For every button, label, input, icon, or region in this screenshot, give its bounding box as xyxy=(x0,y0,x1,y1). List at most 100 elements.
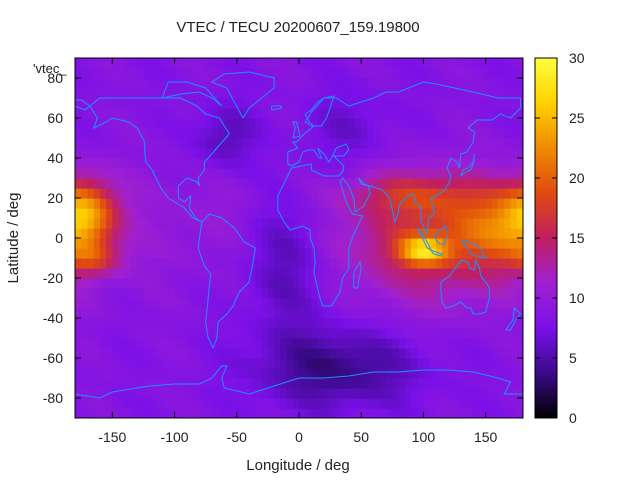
heat-cell xyxy=(243,258,250,269)
heat-cell xyxy=(336,378,344,389)
heat-cell xyxy=(404,238,412,249)
heat-cell xyxy=(367,168,375,179)
heat-cell xyxy=(473,228,481,239)
heat-cell xyxy=(286,388,294,399)
heat-cell xyxy=(292,238,300,249)
heat-cell xyxy=(112,338,120,349)
heat-cell xyxy=(87,208,95,219)
heat-cell xyxy=(155,168,163,179)
heat-cell xyxy=(485,138,493,149)
heat-cell xyxy=(81,68,89,79)
heat-cell xyxy=(442,388,449,399)
heat-cell xyxy=(355,268,362,279)
heat-cell xyxy=(243,158,250,169)
heat-cell xyxy=(112,268,120,279)
heat-cell xyxy=(155,138,163,149)
heat-cell xyxy=(112,398,120,409)
heat-cell xyxy=(361,348,369,359)
heat-cell xyxy=(423,198,431,209)
heat-cell xyxy=(99,318,107,329)
heat-cell xyxy=(249,218,257,229)
heat-cell xyxy=(106,208,113,219)
heat-cell xyxy=(423,388,431,399)
heat-cell xyxy=(373,348,381,359)
heat-cell xyxy=(286,298,294,309)
heat-cell xyxy=(448,118,456,129)
heat-cell xyxy=(236,228,244,239)
heat-cell xyxy=(491,308,499,319)
heat-cell xyxy=(299,378,306,389)
heat-cell xyxy=(411,218,418,229)
heat-cell xyxy=(398,298,406,309)
heat-cell xyxy=(367,318,375,329)
heat-cell xyxy=(75,138,82,149)
heat-cell xyxy=(398,138,406,149)
heat-cell xyxy=(137,378,145,389)
heat-cell xyxy=(386,58,393,69)
heat-cell xyxy=(118,338,126,349)
heat-cell xyxy=(485,408,493,418)
heat-cell xyxy=(155,88,163,99)
heat-cell xyxy=(93,368,101,379)
heat-cell xyxy=(199,328,207,339)
heat-cell xyxy=(93,258,101,269)
heat-cell xyxy=(491,108,499,119)
heat-cell xyxy=(292,168,300,179)
heat-cell xyxy=(267,398,275,409)
heat-cell xyxy=(336,348,344,359)
heat-cell xyxy=(243,78,250,89)
heat-cell xyxy=(485,298,493,309)
heat-cell xyxy=(467,148,474,159)
heat-cell xyxy=(274,378,281,389)
heat-cell xyxy=(243,338,250,349)
heat-cell xyxy=(199,178,207,189)
heat-cell xyxy=(504,118,512,129)
heat-cell xyxy=(299,398,306,409)
heat-cell xyxy=(429,278,437,289)
heat-cell xyxy=(211,178,219,189)
heat-cell xyxy=(504,108,512,119)
heat-cell xyxy=(118,398,126,409)
heat-cell xyxy=(398,408,406,418)
heat-cell xyxy=(211,108,219,119)
heat-cell xyxy=(423,68,431,79)
heat-cell xyxy=(504,198,512,209)
heat-cell xyxy=(330,128,337,139)
heat-cell xyxy=(429,98,437,109)
heat-cell xyxy=(236,88,244,99)
heat-cell xyxy=(99,138,107,149)
heat-cell xyxy=(205,118,213,129)
heat-cell xyxy=(386,258,393,269)
heat-cell xyxy=(143,188,151,199)
heat-cell xyxy=(199,388,207,399)
heat-cell xyxy=(236,288,244,299)
heat-cell xyxy=(75,58,82,69)
heat-cell xyxy=(442,238,449,249)
heat-cell xyxy=(112,378,120,389)
heat-cell xyxy=(473,218,481,229)
heat-cell xyxy=(75,128,82,139)
heat-cell xyxy=(131,68,138,79)
heat-cell xyxy=(323,58,331,69)
heat-cell xyxy=(143,98,151,109)
heat-cell xyxy=(467,358,474,369)
heat-cell xyxy=(199,148,207,159)
heat-cell xyxy=(423,368,431,379)
heat-cell xyxy=(379,158,387,169)
heat-cell xyxy=(392,358,400,369)
heat-cell xyxy=(137,68,145,79)
heat-cell xyxy=(87,398,95,409)
heat-cell xyxy=(205,308,213,319)
heat-cell xyxy=(124,98,132,109)
heat-cell xyxy=(274,188,281,199)
heat-cell xyxy=(274,388,281,399)
heat-cell xyxy=(435,308,443,319)
heat-cell xyxy=(342,128,350,139)
coastline-path xyxy=(440,258,490,315)
heat-cell xyxy=(118,78,126,89)
heat-cell xyxy=(81,138,89,149)
heat-cell xyxy=(392,128,400,139)
heat-cell xyxy=(168,58,176,69)
heat-cell xyxy=(404,258,412,269)
heat-cell xyxy=(137,258,145,269)
